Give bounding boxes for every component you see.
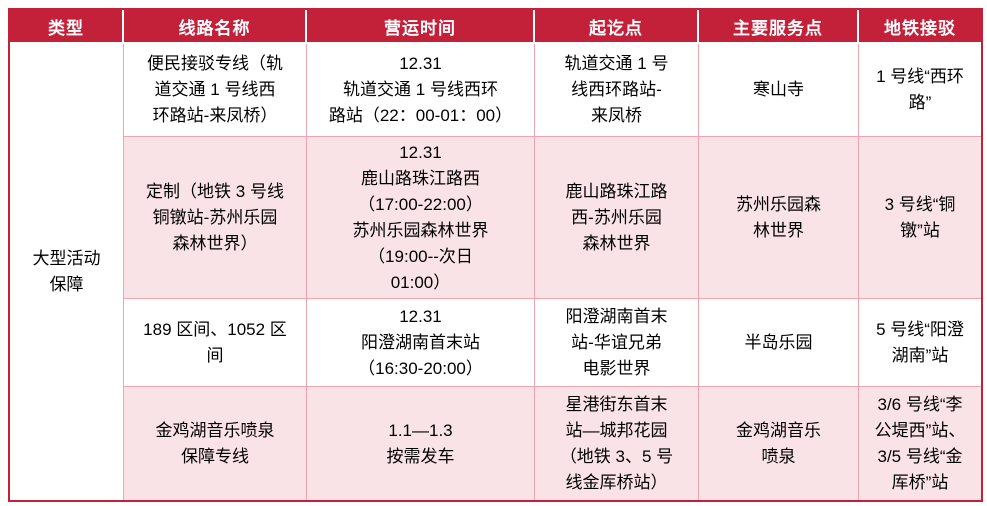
cell-metro-connection: 3 号线“铜 镦”站 — [859, 137, 981, 299]
cell-endpoints: 阳澄湖南首末 站-华谊兄弟 电影世界 — [535, 299, 699, 387]
header-operating-time: 营运时间 — [307, 10, 535, 44]
cell-service-points: 半岛乐园 — [699, 299, 859, 387]
cell-metro-connection: 1 号线“西环 路” — [859, 44, 981, 137]
cell-line-name: 定制（地铁 3 号线 铜镦站-苏州乐园 森林世界） — [124, 137, 307, 299]
table-row: 大型活动 保障 便民接驳专线（轨 道交通 1 号线西 环路站-来凤桥） 12.3… — [10, 44, 981, 500]
cell-line-name: 便民接驳专线（轨 道交通 1 号线西 环路站-来凤桥） — [124, 44, 307, 137]
table-row: 189 区间、1052 区 间 12.31 阳澄湖南首末站 （16:30-20:… — [10, 299, 981, 387]
cell-operating-time: 1.1—1.3 按需发车 — [307, 387, 535, 500]
bus-lines-table-container: 类型 线路名称 营运时间 起讫点 主要服务点 地铁接驳 大型活动 保障 便民接驳… — [8, 8, 983, 502]
cell-service-points: 寒山寺 — [699, 44, 859, 137]
cell-endpoints: 星港街东首末 站—城邦花园 （地铁 3、5 号 线金厍桥站） — [535, 387, 699, 500]
cell-operating-time: 12.31 轨道交通 1 号线西环 路站（22：00-01：00） — [307, 44, 535, 137]
cell-endpoints: 轨道交通 1 号 线西环路站- 来凤桥 — [535, 44, 699, 137]
cell-category: 大型活动 保障 — [10, 44, 124, 500]
header-type: 类型 — [10, 10, 124, 44]
bus-lines-table: 类型 线路名称 营运时间 起讫点 主要服务点 地铁接驳 大型活动 保障 便民接驳… — [8, 8, 983, 502]
cell-metro-connection: 3/6 号线“李 公堤西”站、 3/5 号线“金 厍桥”站 — [859, 387, 981, 500]
header-row: 类型 线路名称 营运时间 起讫点 主要服务点 地铁接驳 — [10, 10, 981, 44]
cell-line-name: 189 区间、1052 区 间 — [124, 299, 307, 387]
cell-service-points: 苏州乐园森 林世界 — [699, 137, 859, 299]
table-row: 定制（地铁 3 号线 铜镦站-苏州乐园 森林世界） 12.31 鹿山路珠江路西 … — [10, 137, 981, 299]
cell-service-points: 金鸡湖音乐 喷泉 — [699, 387, 859, 500]
cell-line-name: 金鸡湖音乐喷泉 保障专线 — [124, 387, 307, 500]
header-line-name: 线路名称 — [124, 10, 307, 44]
header-main-service-points: 主要服务点 — [699, 10, 859, 44]
cell-metro-connection: 5 号线“阳澄 湖南”站 — [859, 299, 981, 387]
header-endpoints: 起讫点 — [535, 10, 699, 44]
cell-operating-time: 12.31 鹿山路珠江路西 （17:00-22:00） 苏州乐园森林世界 （19… — [307, 137, 535, 299]
cell-operating-time: 12.31 阳澄湖南首末站 （16:30-20:00） — [307, 299, 535, 387]
table-row: 金鸡湖音乐喷泉 保障专线 1.1—1.3 按需发车 星港街东首末 站—城邦花园 … — [10, 387, 981, 500]
header-metro-connection: 地铁接驳 — [859, 10, 981, 44]
cell-endpoints: 鹿山路珠江路 西-苏州乐园 森林世界 — [535, 137, 699, 299]
